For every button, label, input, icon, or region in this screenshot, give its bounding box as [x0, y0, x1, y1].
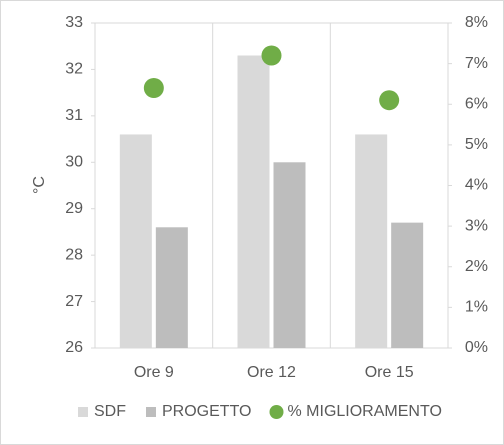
x-tick-label: Ore 15 — [365, 364, 414, 381]
y-tick-label: 28 — [65, 246, 83, 263]
bar — [155, 227, 188, 348]
bar — [355, 134, 388, 348]
y2-tick-label: 8% — [465, 14, 488, 31]
y2-tick-label: 6% — [465, 95, 488, 112]
y-tick-label: 33 — [65, 14, 83, 31]
bar — [391, 222, 424, 348]
bar — [273, 162, 306, 348]
y2-tick-label: 7% — [465, 55, 488, 72]
y2-tick-label: 3% — [465, 217, 488, 234]
bar — [237, 55, 270, 348]
legend-label: PROGETTO — [162, 403, 252, 420]
y-axis-label: °C — [31, 176, 48, 194]
y-tick-label: 31 — [65, 107, 83, 124]
point — [261, 45, 282, 66]
y2-tick-label: 0% — [465, 339, 488, 356]
y2-tick-label: 1% — [465, 299, 488, 316]
y2-tick-label: 2% — [465, 258, 488, 275]
legend-swatch — [269, 405, 284, 419]
y2-tick-label: 4% — [465, 177, 488, 194]
y2-tick-label: 5% — [465, 136, 488, 153]
x-tick-label: Ore 9 — [134, 364, 174, 381]
point — [143, 78, 164, 98]
legend-label: % MIGLIORAMENTO — [288, 403, 442, 420]
point — [379, 90, 400, 111]
y-tick-label: 32 — [65, 61, 83, 78]
y-tick-label: 29 — [65, 200, 83, 217]
bar — [119, 134, 152, 348]
legend-label: SDF — [94, 403, 126, 420]
legend-swatch — [78, 407, 88, 417]
y-tick-label: 26 — [65, 339, 83, 356]
legend-swatch — [146, 407, 156, 417]
y-tick-label: 30 — [65, 154, 83, 171]
x-tick-label: Ore 12 — [247, 364, 296, 381]
y-tick-label: 27 — [65, 293, 83, 310]
